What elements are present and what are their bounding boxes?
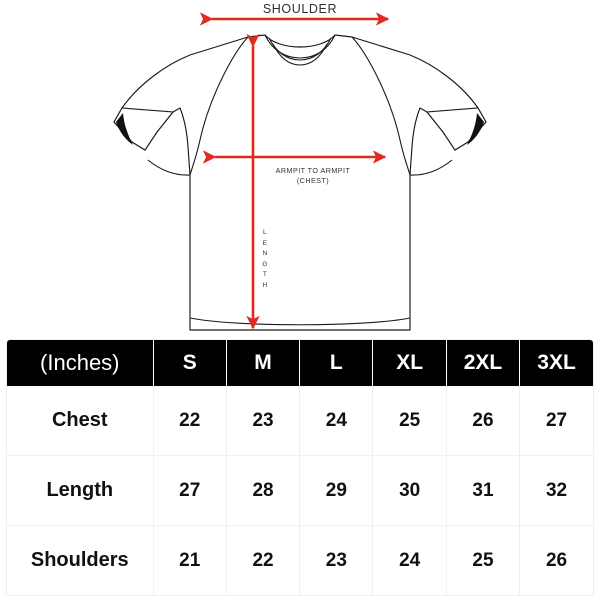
header-size-2xl: 2XL [446, 340, 521, 386]
right-cuff-shadow [467, 113, 484, 145]
length-letter-5: H [262, 281, 268, 289]
collar-outer [264, 34, 336, 59]
cell-chest-l: 24 [299, 386, 374, 456]
cell-shoulders-xl: 24 [372, 525, 447, 595]
chest-label-line1: ARMPIT TO ARMPIT [275, 166, 351, 175]
length-letter-2: N [262, 250, 268, 257]
chest-label: ARMPIT TO ARMPIT (CHEST) [233, 166, 393, 185]
cell-length-l: 29 [299, 455, 374, 526]
cell-shoulders-l: 23 [299, 525, 374, 595]
row-label-length: Length [7, 455, 154, 526]
cell-shoulders-2xl: 25 [446, 525, 521, 595]
cell-length-xl: 30 [372, 455, 447, 526]
right-cuff-icon [425, 107, 487, 151]
size-table-header-row: (Inches) S M L XL 2XL 3XL [7, 340, 593, 386]
table-row: Chest 22 23 24 25 26 27 [7, 386, 593, 456]
hem-icon [189, 317, 411, 326]
left-sleeve-seam [189, 36, 249, 176]
header-unit: (Inches) [7, 340, 154, 386]
row-label-chest: Chest [7, 386, 154, 456]
length-letter-0: L [263, 229, 267, 236]
cell-length-m: 28 [226, 455, 301, 526]
right-armpit-seam [409, 159, 453, 176]
header-size-m: M [226, 340, 301, 386]
header-size-l: L [299, 340, 374, 386]
size-table-header: (Inches) S M L XL 2XL 3XL [7, 340, 593, 386]
cell-chest-m: 23 [226, 386, 301, 456]
table-row: Length 27 28 29 30 31 32 [7, 455, 593, 526]
size-table: (Inches) S M L XL 2XL 3XL Chest 22 23 24… [7, 340, 593, 595]
left-cuff-icon [113, 107, 175, 151]
shoulder-label: SHOULDER [262, 2, 338, 16]
size-table-body: Chest 22 23 24 25 26 27 Length 27 28 29 … [7, 386, 593, 595]
left-armpit-seam [147, 159, 191, 176]
table-row: Shoulders 21 22 23 24 25 26 [7, 525, 593, 595]
left-cuff-shadow [116, 113, 133, 145]
cell-chest-3xl: 27 [519, 386, 593, 456]
length-label: L E N G T H [258, 228, 272, 291]
cell-chest-2xl: 26 [446, 386, 521, 456]
cell-length-s: 27 [153, 455, 227, 526]
header-size-s: S [153, 340, 227, 386]
row-label-shoulders: Shoulders [7, 525, 154, 595]
hem-curve [189, 317, 411, 326]
sleeve-seams [147, 36, 453, 176]
cell-length-3xl: 32 [519, 455, 593, 526]
cell-shoulders-3xl: 26 [519, 525, 593, 595]
cell-length-2xl: 31 [446, 455, 521, 526]
header-size-xl: XL [372, 340, 447, 386]
right-sleeve-seam [351, 36, 411, 176]
cell-shoulders-s: 21 [153, 525, 227, 595]
length-letter-3: G [262, 260, 268, 268]
tshirt-diagram: SHOULDER ARMPIT TO ARMPIT (CHEST) L E N … [113, 2, 487, 331]
tshirt-illustration [113, 12, 487, 331]
cell-shoulders-m: 22 [226, 525, 301, 595]
collar-inner [272, 43, 328, 66]
length-letter-1: E [262, 239, 268, 247]
cell-chest-xl: 25 [372, 386, 447, 456]
cell-chest-s: 22 [153, 386, 227, 456]
collar-icon [264, 34, 336, 66]
header-size-3xl: 3XL [519, 340, 593, 386]
length-letter-4: T [262, 271, 268, 278]
chest-label-line2: (CHEST) [296, 175, 330, 185]
